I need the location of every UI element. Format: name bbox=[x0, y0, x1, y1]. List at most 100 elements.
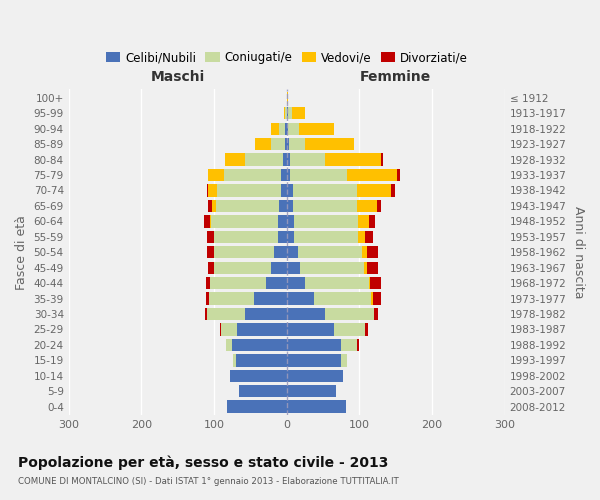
Bar bbox=[238, 324, 287, 336]
Bar bbox=[374, 308, 377, 320]
Bar bbox=[289, 138, 305, 150]
Bar bbox=[214, 262, 271, 274]
Bar bbox=[287, 354, 341, 366]
Bar bbox=[245, 154, 283, 166]
Bar bbox=[290, 169, 347, 181]
Bar bbox=[341, 354, 347, 366]
Y-axis label: Fasce di età: Fasce di età bbox=[15, 215, 28, 290]
Bar bbox=[205, 308, 207, 320]
Bar bbox=[281, 169, 287, 181]
Bar bbox=[287, 338, 341, 351]
Bar bbox=[287, 400, 346, 413]
Bar bbox=[226, 338, 232, 351]
Bar bbox=[287, 230, 294, 243]
Bar bbox=[300, 262, 364, 274]
Bar bbox=[287, 215, 294, 228]
Bar bbox=[287, 138, 289, 150]
Bar bbox=[209, 215, 211, 228]
Bar bbox=[292, 107, 305, 120]
Bar bbox=[207, 184, 208, 196]
Bar bbox=[287, 107, 288, 120]
Bar bbox=[271, 138, 284, 150]
Bar bbox=[254, 292, 287, 304]
Bar bbox=[278, 215, 287, 228]
Bar bbox=[281, 184, 287, 196]
Bar bbox=[287, 184, 293, 196]
Bar bbox=[370, 277, 381, 289]
Bar bbox=[239, 385, 287, 398]
Bar bbox=[357, 338, 359, 351]
Bar bbox=[285, 107, 287, 120]
Bar bbox=[325, 154, 381, 166]
Bar bbox=[214, 230, 278, 243]
Bar bbox=[266, 277, 287, 289]
Bar bbox=[358, 230, 365, 243]
Text: Popolazione per età, sesso e stato civile - 2013: Popolazione per età, sesso e stato civil… bbox=[18, 455, 388, 469]
Bar bbox=[230, 370, 287, 382]
Bar bbox=[367, 246, 379, 258]
Bar bbox=[356, 184, 391, 196]
Bar bbox=[298, 246, 362, 258]
Bar bbox=[371, 292, 373, 304]
Bar bbox=[287, 154, 290, 166]
Bar bbox=[293, 184, 356, 196]
Bar bbox=[217, 184, 281, 196]
Bar bbox=[207, 246, 214, 258]
Bar bbox=[356, 200, 377, 212]
Bar bbox=[290, 154, 325, 166]
Bar bbox=[280, 122, 285, 135]
Bar bbox=[207, 230, 214, 243]
Bar bbox=[377, 200, 380, 212]
Bar bbox=[287, 92, 288, 104]
Bar bbox=[271, 262, 287, 274]
Bar bbox=[224, 169, 281, 181]
Bar bbox=[287, 122, 288, 135]
Bar bbox=[208, 169, 224, 181]
Bar bbox=[358, 215, 369, 228]
Bar bbox=[367, 262, 379, 274]
Bar bbox=[287, 200, 293, 212]
Bar bbox=[288, 122, 299, 135]
Bar bbox=[287, 262, 300, 274]
Bar bbox=[232, 338, 287, 351]
Bar bbox=[287, 385, 336, 398]
Bar bbox=[287, 308, 325, 320]
Bar bbox=[362, 246, 367, 258]
Bar bbox=[287, 277, 305, 289]
Bar bbox=[381, 154, 383, 166]
Bar bbox=[305, 138, 355, 150]
Legend: Celibi/Nubili, Coniugati/e, Vedovi/e, Divorziati/e: Celibi/Nubili, Coniugati/e, Vedovi/e, Di… bbox=[101, 46, 472, 69]
Bar bbox=[280, 200, 287, 212]
Bar bbox=[288, 107, 292, 120]
Bar bbox=[233, 354, 236, 366]
Bar bbox=[299, 122, 334, 135]
Bar bbox=[208, 262, 214, 274]
Bar bbox=[369, 277, 370, 289]
Bar bbox=[208, 200, 212, 212]
Bar bbox=[206, 292, 209, 304]
Bar bbox=[369, 215, 375, 228]
Bar bbox=[207, 308, 245, 320]
Bar bbox=[287, 292, 314, 304]
Bar bbox=[293, 200, 356, 212]
Bar bbox=[284, 107, 285, 120]
Bar bbox=[215, 200, 280, 212]
Text: Femmine: Femmine bbox=[360, 70, 431, 84]
Bar bbox=[373, 292, 381, 304]
Bar bbox=[271, 122, 280, 135]
Bar bbox=[285, 122, 287, 135]
Bar bbox=[397, 169, 400, 181]
Bar bbox=[206, 277, 209, 289]
Bar bbox=[391, 184, 395, 196]
Bar bbox=[364, 262, 367, 274]
Bar bbox=[287, 246, 298, 258]
Bar bbox=[294, 215, 358, 228]
Text: Maschi: Maschi bbox=[151, 70, 205, 84]
Bar bbox=[221, 324, 238, 336]
Bar bbox=[245, 308, 287, 320]
Bar bbox=[220, 324, 221, 336]
Bar bbox=[283, 154, 287, 166]
Bar bbox=[284, 138, 287, 150]
Bar bbox=[212, 200, 215, 212]
Bar bbox=[347, 169, 397, 181]
